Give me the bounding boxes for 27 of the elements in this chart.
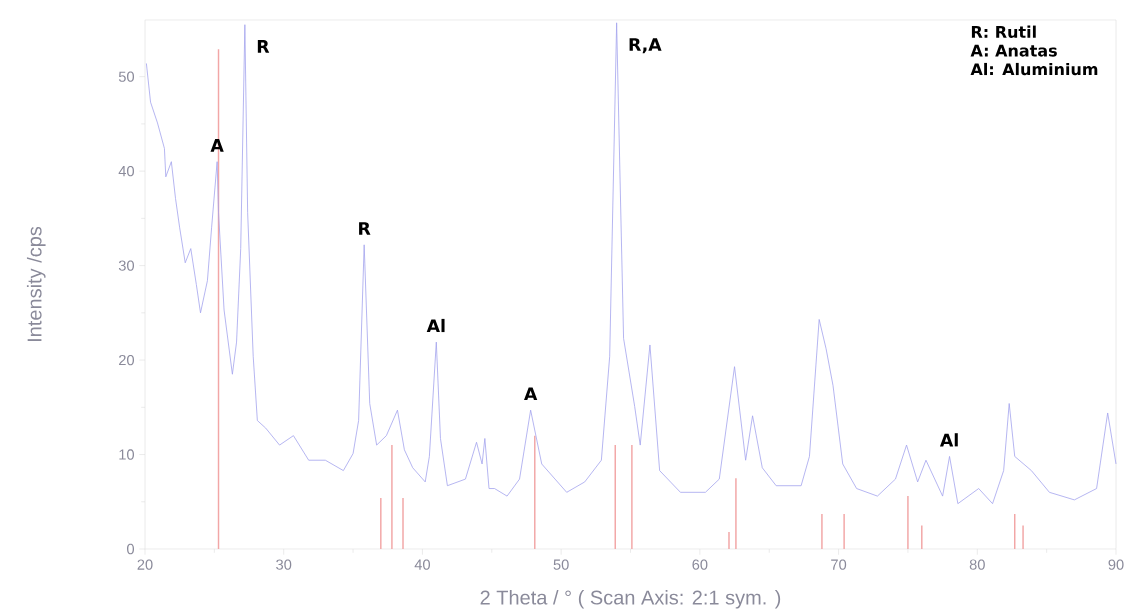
annotation: R: Rutil (971, 25, 1036, 38)
annotation: Al (939, 433, 958, 447)
x-tick-label: 90 (1108, 559, 1124, 570)
annotation: A (524, 387, 538, 401)
x-axis-title: 2 Theta / ° ( Scan Axis: 2:1 sym. ) (480, 589, 781, 609)
x-tick-label: 60 (692, 559, 708, 570)
x-tick-label: 40 (414, 559, 430, 570)
y-tick-label: 40 (118, 165, 135, 177)
line-series (145, 22, 1117, 505)
y-tick-label: 10 (119, 449, 135, 460)
x-tick-label: 70 (831, 559, 847, 570)
y-tick-label: 20 (119, 354, 135, 366)
annotation: A (210, 139, 224, 152)
y-axis-title: Intensity /cps (26, 226, 46, 342)
y-tick-label: 50 (118, 71, 135, 82)
x-tick-label: 30 (276, 559, 292, 570)
annotation: Al (426, 318, 445, 333)
x-tick-label: 20 (137, 559, 153, 570)
x-tick-label: 80 (969, 559, 985, 570)
annotation: R,A (629, 38, 662, 54)
y-tick-label: 0 (127, 543, 135, 555)
annotation: R (257, 40, 270, 53)
x-tick-label: 50 (553, 559, 569, 570)
annotation: Al: Aluminium (970, 62, 1098, 76)
y-tick-label: 30 (118, 260, 135, 271)
annotation: A: Anatas (970, 44, 1057, 57)
annotation: R (359, 222, 371, 235)
